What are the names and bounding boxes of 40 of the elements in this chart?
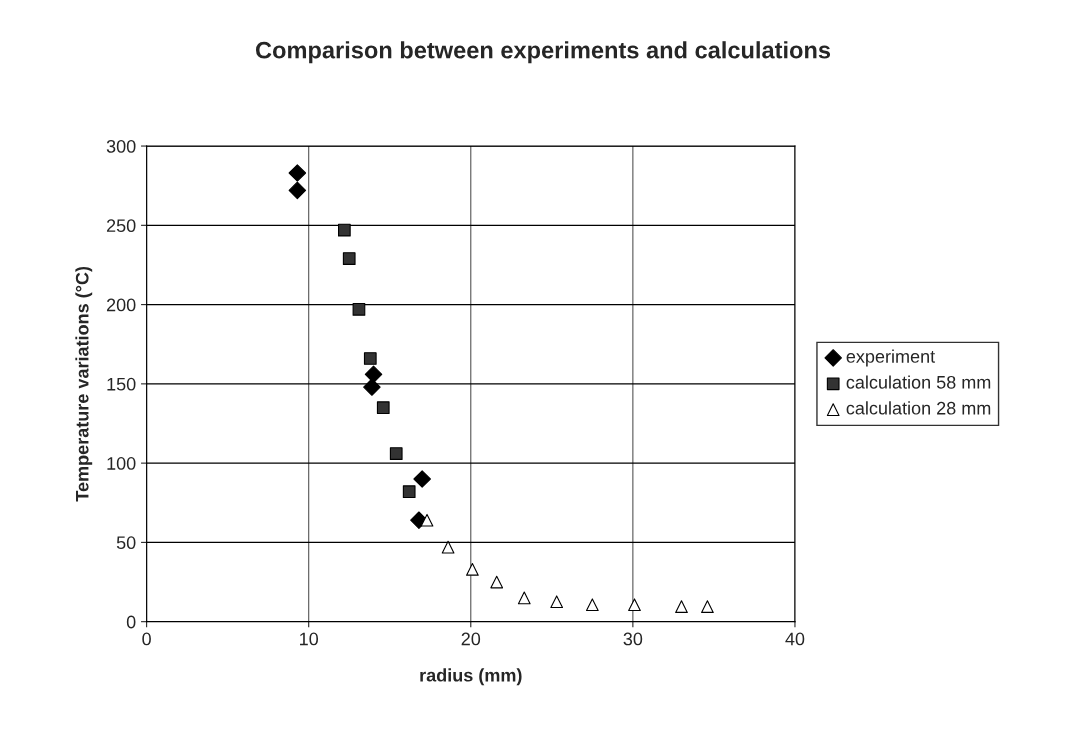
point: [363, 378, 381, 396]
point: [364, 365, 383, 384]
point: [517, 591, 531, 605]
point: [628, 598, 641, 612]
y-tick-label: 200: [106, 298, 136, 312]
point: [701, 600, 714, 613]
y-tick-label: 150: [107, 377, 136, 391]
point: [288, 181, 307, 200]
x-tick-label: 20: [461, 632, 481, 646]
y-tick-label: 0: [126, 615, 136, 629]
y-tick-label: 100: [107, 457, 136, 470]
point: [675, 600, 688, 613]
point: [413, 470, 431, 488]
point: [420, 513, 434, 527]
point: [585, 598, 599, 612]
legend-label: calculation 58 mm: [846, 375, 991, 389]
x-tick-label: 0: [142, 632, 151, 646]
legend-label: experiment: [846, 349, 936, 367]
point: [402, 485, 416, 499]
legend-label: calculation 28 mm: [846, 401, 991, 415]
point: [342, 252, 356, 265]
point: [550, 595, 564, 609]
x-tick-label: 30: [623, 632, 643, 646]
y-axis-title: Temperature variations (°C): [75, 266, 93, 502]
point: [376, 401, 390, 415]
y-tick-label: 50: [116, 536, 136, 550]
y-tick-label: 250: [106, 219, 136, 233]
x-tick-label: 40: [785, 632, 805, 646]
point: [288, 164, 307, 182]
point: [490, 575, 504, 589]
point: [389, 447, 403, 460]
point: [466, 562, 479, 576]
x-axis-title: radius (mm): [420, 668, 522, 686]
point: [363, 352, 377, 365]
point: [337, 223, 351, 237]
chart-title: Comparison between experiments and calculations: [255, 41, 831, 64]
point: [441, 540, 455, 554]
point: [352, 302, 366, 316]
x-tick-label: 10: [300, 632, 319, 646]
y-tick-label: 300: [106, 139, 136, 153]
